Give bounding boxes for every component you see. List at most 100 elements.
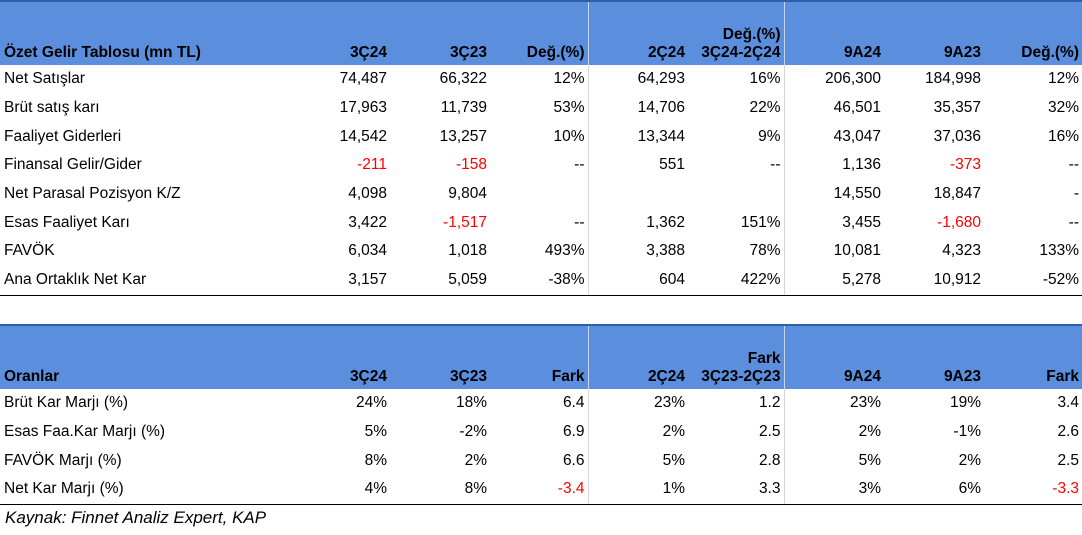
table-cell: 23%: [587, 389, 688, 418]
table-cell: -52%: [984, 265, 1082, 296]
table-cell: --: [1068, 213, 1079, 231]
table-cell: -211: [357, 156, 387, 174]
table-cell: 4,323: [942, 242, 981, 260]
column-header: 3Ç23: [390, 324, 490, 389]
table-cell: [490, 180, 588, 209]
table-cell: 2%: [783, 417, 884, 447]
table-cell: --: [1068, 156, 1079, 174]
column-header: 2Ç24: [587, 0, 688, 65]
table-cell: 17,963: [339, 99, 387, 117]
row-label: Esas Faaliyet Karı: [4, 213, 130, 231]
row-label: Ana Ortaklık Net Kar: [0, 265, 290, 296]
table-cell: 46,501: [783, 93, 884, 123]
table-cell: 3.4: [1057, 394, 1079, 412]
table-cell: -373: [949, 156, 981, 174]
table-cell: 1,018: [448, 242, 487, 260]
table-cell: [587, 179, 688, 209]
column-header: Değ.(%) 3Ç24-2Ç24: [688, 0, 784, 65]
table-cell: 13,344: [587, 122, 688, 152]
table-cell: 5%: [364, 423, 387, 441]
table-header-row: Özet Gelir Tablosu (mn TL) 3Ç24 3Ç23 Değ.(%…: [0, 0, 1082, 65]
column-header: 9A24: [783, 0, 884, 65]
row-label: FAVÖK: [4, 242, 55, 260]
table-cell: 551: [587, 151, 688, 180]
table-cell: 10%: [553, 127, 585, 145]
table-cell: 43,047: [783, 122, 884, 152]
table-cell: 19%: [949, 394, 981, 412]
column-header: Değ.(%): [984, 0, 1082, 65]
table-row: Brüt Kar Marjı (%) 24% 18% 6.4 23% 1.2 23% 19% 3…: [0, 389, 1082, 418]
row-label: Brüt satış karı: [4, 99, 100, 117]
table-row: Ana Ortaklık Net Kar 3,157 5,059 -38% 604 422…: [0, 265, 1082, 296]
table-cell: 1,136: [783, 151, 884, 180]
table-cell: 13,257: [439, 127, 487, 145]
table-cell: --: [574, 156, 585, 174]
table-row: Faaliyet Giderleri 14,542 13,257 10% 13,344 9…: [0, 122, 1082, 152]
table-cell: 5%: [587, 446, 688, 476]
table-row: Net Parasal Pozisyon K/Z 4,098 9,804 14,550…: [0, 179, 1082, 209]
column-header: Fark: [984, 324, 1082, 389]
source-note: Kaynak: Finnet Analiz Expert, KAP: [5, 508, 267, 527]
table-row: FAVÖK 6,034 1,018 493% 3,388 78% 10,081 4,323 13…: [0, 237, 1082, 266]
table-cell: 2%: [958, 451, 981, 469]
table-cell: 184,998: [924, 70, 981, 88]
table-cell: 133%: [1039, 242, 1079, 260]
table-header-row: Oranlar 3Ç24 3Ç23 Fark 2Ç24 Fark 3Ç23-2Ç23 9A2…: [0, 324, 1082, 389]
column-header: 3Ç24: [290, 0, 390, 65]
table-cell: -: [1073, 185, 1079, 203]
row-label: Finansal Gelir/Gider: [4, 156, 142, 174]
column-header: Fark: [490, 324, 588, 389]
table-cell: 32%: [1047, 99, 1079, 117]
table-cell: 1.2: [758, 394, 781, 412]
table-cell: 8%: [390, 475, 490, 505]
table-cell: -1%: [953, 423, 981, 441]
table-cell: 493%: [544, 242, 585, 260]
table-cell: 22%: [749, 99, 781, 117]
table-title: Özet Gelir Tablosu (mn TL): [0, 0, 290, 65]
ratios-table: Oranlar 3Ç24 3Ç23 Fark 2Ç24 Fark 3Ç23-2Ç23 9A2…: [0, 324, 1082, 505]
column-header: Değ.(%): [490, 0, 588, 65]
table-cell: 2.5: [758, 423, 781, 441]
table-cell: 2.6: [1057, 423, 1079, 441]
table-row: Esas Faaliyet Karı 3,422 -1,517 -- 1,362 151%…: [0, 208, 1082, 238]
table-cell: 4,098: [348, 185, 387, 203]
table-cell: 12%: [553, 70, 585, 88]
table-cell: 66,322: [439, 70, 487, 88]
column-header: 9A23: [884, 324, 984, 389]
table-cell: 74,487: [339, 70, 387, 88]
table-cell: 14,706: [587, 93, 688, 123]
table-cell: 422%: [688, 265, 784, 296]
table-cell: 18,847: [933, 185, 981, 203]
table-cell: 6.6: [562, 451, 585, 469]
table-cell: 5%: [783, 446, 884, 476]
table-cell: 18%: [455, 394, 487, 412]
table-cell: 604: [587, 265, 688, 296]
table-cell: 16%: [1047, 127, 1079, 145]
row-label: Faaliyet Giderleri: [4, 127, 122, 145]
table-cell: -3.3: [984, 475, 1082, 505]
table-cell: 37,036: [933, 127, 981, 145]
table-row: Net Satışlar 74,487 66,322 12% 64,293 16% 206,…: [0, 65, 1082, 94]
table-cell: 11,739: [440, 99, 487, 117]
column-header: 9A24: [783, 324, 884, 389]
table-cell: 64,293: [587, 65, 688, 94]
table-cell: 12%: [1047, 70, 1079, 88]
table-row: Esas Faa.Kar Marjı (%) 5% -2% 6.9 2% 2.5 2% -1%…: [0, 417, 1082, 447]
table-cell: 1,362: [587, 208, 688, 238]
table-row: FAVÖK Marjı (%) 8% 2% 6.6 5% 2.8 5% 2% 2.5: [0, 446, 1082, 476]
column-header: 3Ç23: [390, 0, 490, 65]
table-cell: -38%: [490, 265, 588, 296]
column-header: 2Ç24: [587, 324, 688, 389]
row-label: Net Satışlar: [4, 70, 85, 88]
table-cell: 3.3: [688, 475, 784, 505]
row-label: Esas Faa.Kar Marjı (%): [4, 423, 166, 441]
table-cell: 3,388: [587, 237, 688, 266]
table-cell: [688, 180, 784, 209]
table-cell: 6.9: [562, 423, 585, 441]
table-row: Net Kar Marjı (%) 4% 8% -3.4 1% 3.3 3% 6% -3.3: [0, 475, 1082, 505]
table-cell: 53%: [553, 99, 585, 117]
table-cell: 151%: [740, 213, 781, 231]
table-cell: 2.8: [758, 451, 781, 469]
table-cell: -2%: [459, 423, 487, 441]
table-cell: --: [770, 156, 781, 174]
